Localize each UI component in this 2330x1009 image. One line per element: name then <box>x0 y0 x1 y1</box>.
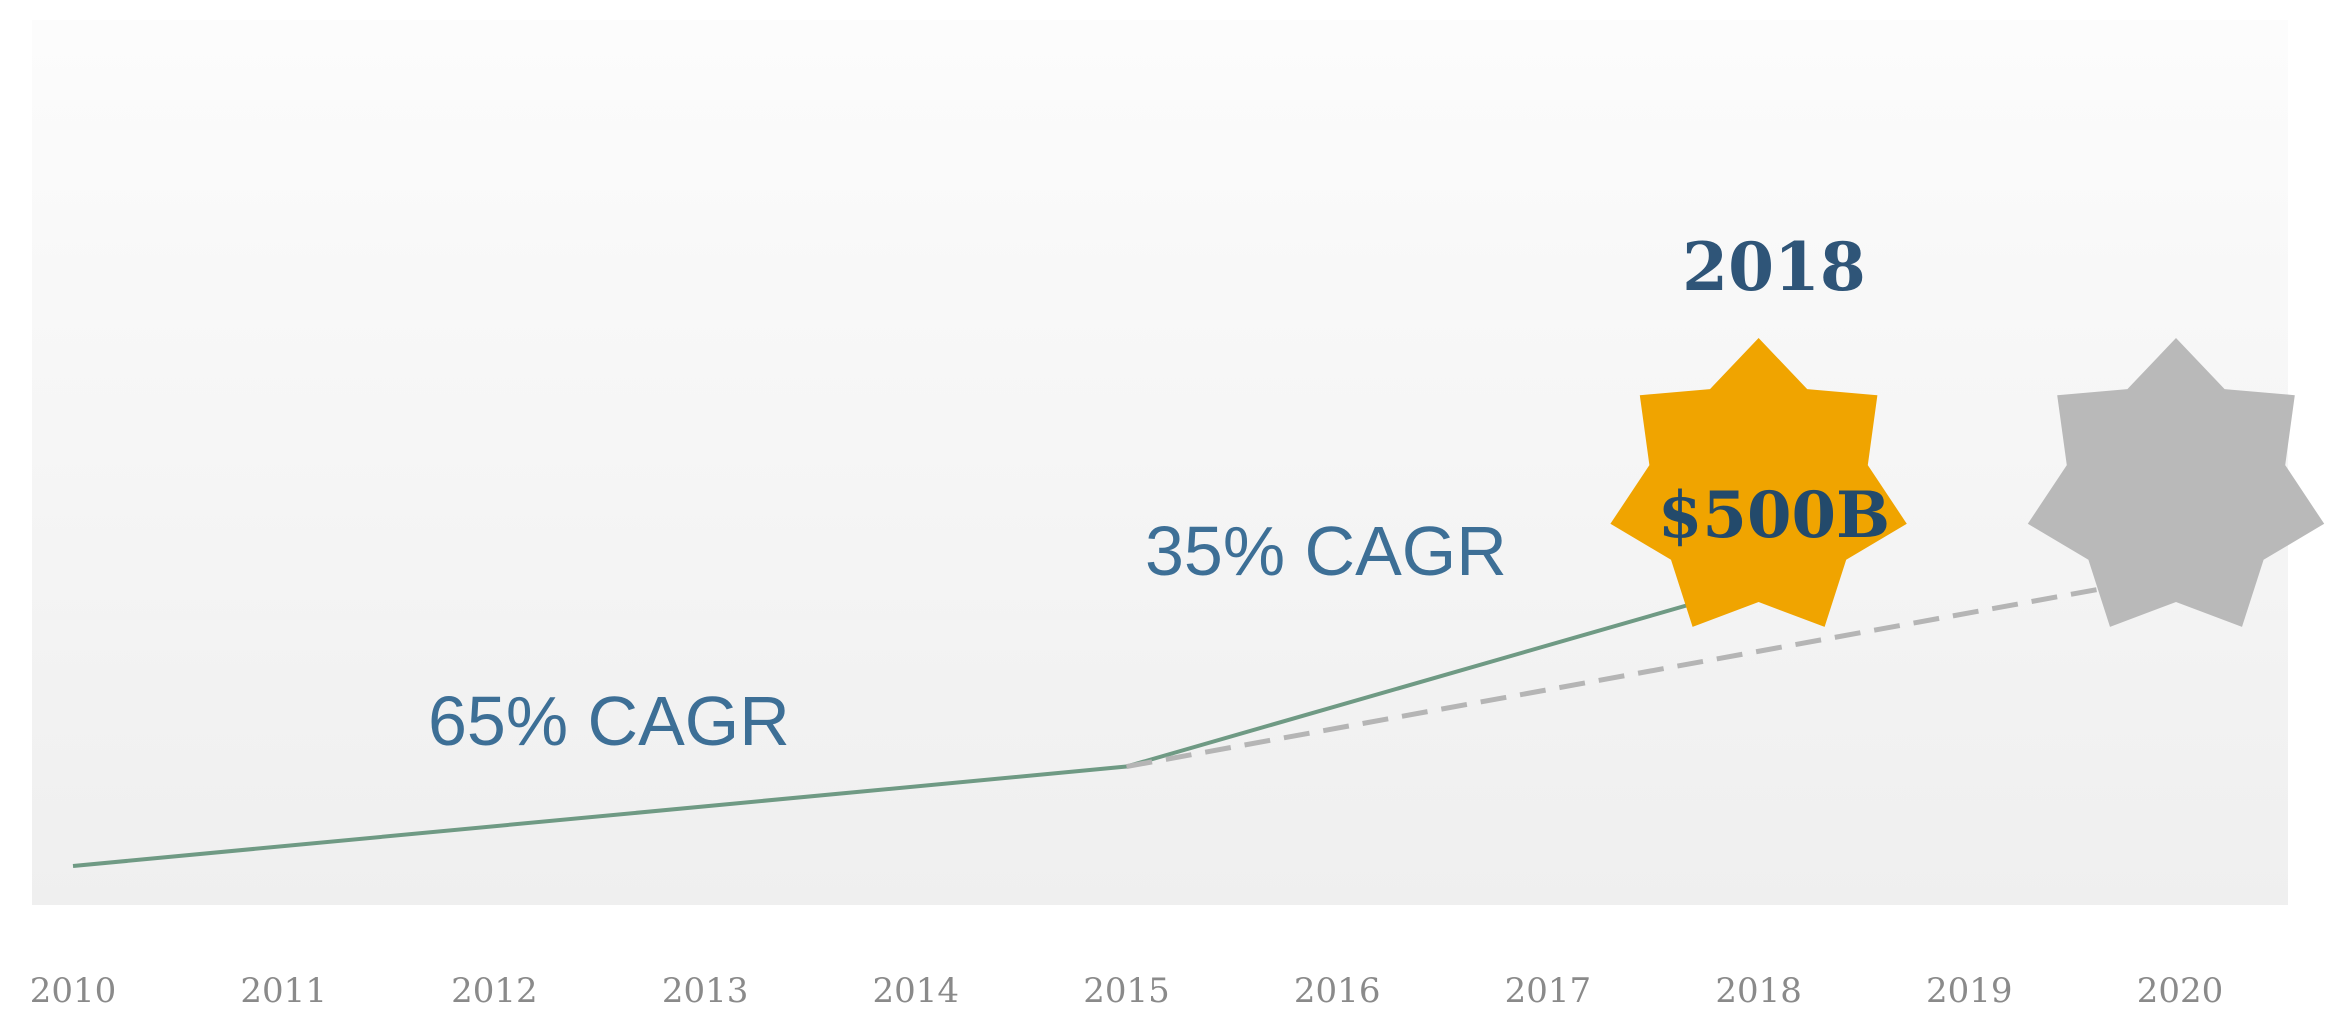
x-tick-label: 2012 <box>451 971 538 1009</box>
projection-line <box>1126 571 2181 769</box>
x-tick-label: 2017 <box>1505 971 1592 1009</box>
marker-value-label: $500B <box>1658 478 1890 553</box>
x-tick-label: 2010 <box>30 971 117 1009</box>
annotation-65-cagr: 65% CAGR <box>428 682 790 760</box>
x-tick-label: 2013 <box>662 971 749 1009</box>
marker-year-label: 2018 <box>1682 228 1866 306</box>
x-tick-label: 2016 <box>1294 971 1381 1009</box>
x-tick-label: 2015 <box>1083 971 1170 1009</box>
series-lines <box>72 571 2181 868</box>
plot-area <box>32 20 2288 905</box>
annotation-35-cagr: 35% CAGR <box>1145 512 1507 590</box>
star-marker-2018 <box>1610 338 1907 627</box>
star-marker-2020 <box>2027 338 2325 627</box>
x-tick-label: 2019 <box>1926 971 2013 1009</box>
markers <box>1610 338 2325 627</box>
x-axis: 2010 2011 2012 2013 2014 2015 2016 2017 2018 2019… <box>30 971 2224 1009</box>
x-tick-label: 2018 <box>1715 971 1802 1009</box>
x-tick-label: 2011 <box>240 971 327 1009</box>
x-tick-label: 2014 <box>873 971 960 1009</box>
x-tick-label: 2020 <box>2137 971 2224 1009</box>
